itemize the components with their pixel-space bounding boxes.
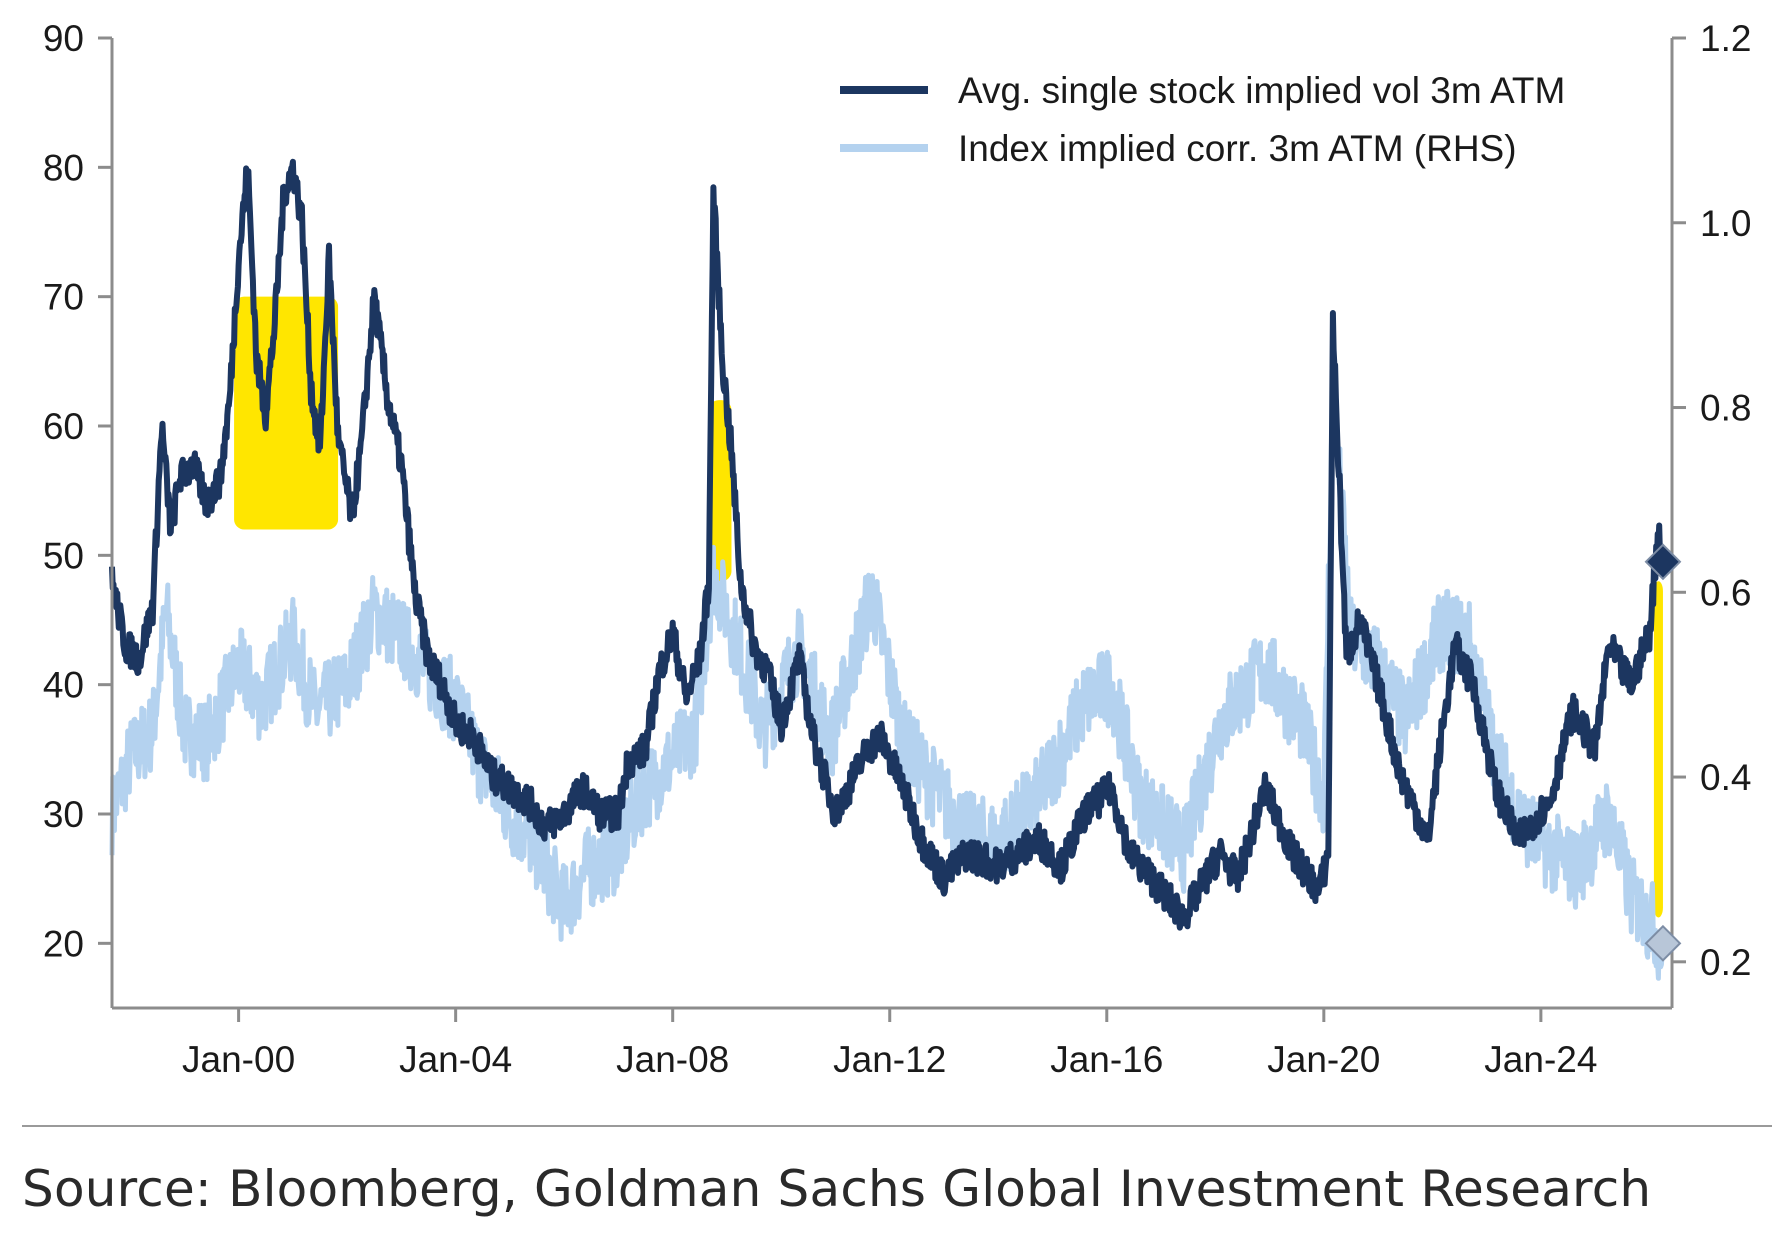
y-right-tick-label: 0.4 [1700,757,1751,798]
series-line-single-stock-vol [109,158,1666,931]
y-right-tick-label: 1.0 [1700,203,1751,244]
y-left-tick-label: 20 [43,923,84,964]
y-left-tick-label: 30 [43,794,84,835]
x-tick-label: Jan-08 [616,1039,729,1080]
legend-label-corr: Index implied corr. 3m ATM (RHS) [958,128,1517,169]
series-layer [109,158,1666,981]
x-tick-label: Jan-24 [1484,1039,1597,1080]
highlight-band-3 [1653,581,1663,918]
marker-layer [1644,543,1682,962]
y-left-tick-label: 90 [43,18,84,59]
legend: Avg. single stock implied vol 3m ATM Ind… [840,70,1565,169]
series-line-index-implied-corr [109,362,1666,981]
axes-layer: 90 80 70 60 50 40 30 20 1.2 1.0 0.8 0.6 0.4 0.2 Jan-00… [43,18,1752,1080]
y-left-tick-label: 80 [43,147,84,188]
x-tick-label: Jan-20 [1267,1039,1380,1080]
end-marker-2 [1644,924,1682,962]
chart-svg: 90 80 70 60 50 40 30 20 1.2 1.0 0.8 0.6 0.4 0.2 Jan-00… [43,18,1752,1080]
x-tick-label: Jan-12 [833,1039,946,1080]
chart-area: 90 80 70 60 50 40 30 20 1.2 1.0 0.8 0.6 0.4 0.2 Jan-00… [43,18,1752,1080]
source-note: Source: Bloomberg, Goldman Sachs Global … [22,1160,1652,1218]
y-left-tick-label: 70 [43,277,84,318]
x-tick-label: Jan-16 [1050,1039,1163,1080]
y-right-tick-label: 0.8 [1700,388,1751,429]
y-left-tick-label: 50 [43,535,84,576]
y-left-tick-label: 40 [43,665,84,706]
y-right-tick-label: 1.2 [1700,18,1751,59]
legend-label-vol: Avg. single stock implied vol 3m ATM [958,70,1565,111]
end-marker-1 [1644,543,1682,581]
x-tick-label: Jan-04 [399,1039,512,1080]
source-divider [22,1125,1772,1127]
y-right-tick-label: 0.6 [1700,572,1751,613]
x-tick-label: Jan-00 [182,1039,295,1080]
y-left-tick-label: 60 [43,406,84,447]
highlight-band-2 [708,400,732,582]
y-right-tick-label: 0.2 [1700,942,1751,983]
